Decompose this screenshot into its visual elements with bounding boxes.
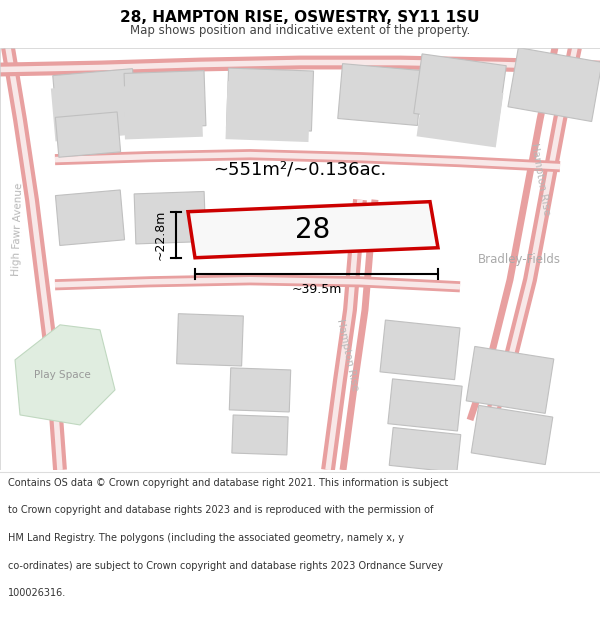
Polygon shape <box>55 112 121 158</box>
Polygon shape <box>226 81 310 142</box>
Polygon shape <box>389 428 461 472</box>
Polygon shape <box>123 84 203 139</box>
Text: ~22.8m: ~22.8m <box>154 209 167 260</box>
Polygon shape <box>388 379 462 431</box>
Text: 28: 28 <box>295 216 331 244</box>
Text: Hampton Rise: Hampton Rise <box>335 318 361 392</box>
Polygon shape <box>508 48 600 121</box>
Text: 100026316.: 100026316. <box>8 588 66 598</box>
Polygon shape <box>124 71 206 129</box>
Polygon shape <box>15 325 115 425</box>
Text: Bradley-Fields: Bradley-Fields <box>478 253 561 266</box>
Text: HM Land Registry. The polygons (including the associated geometry, namely x, y: HM Land Registry. The polygons (includin… <box>8 533 404 543</box>
Polygon shape <box>229 368 291 412</box>
Text: Map shows position and indicative extent of the property.: Map shows position and indicative extent… <box>130 24 470 37</box>
Polygon shape <box>416 82 503 148</box>
Polygon shape <box>226 68 314 131</box>
Polygon shape <box>55 190 125 246</box>
Polygon shape <box>176 314 244 366</box>
Polygon shape <box>414 54 506 125</box>
Polygon shape <box>232 415 288 455</box>
Text: to Crown copyright and database rights 2023 and is reproduced with the permissio: to Crown copyright and database rights 2… <box>8 506 433 516</box>
Text: High Fawr Avenue: High Fawr Avenue <box>11 183 25 276</box>
Polygon shape <box>466 346 554 413</box>
Polygon shape <box>188 202 438 258</box>
Polygon shape <box>380 320 460 379</box>
Polygon shape <box>51 82 133 141</box>
Text: co-ordinates) are subject to Crown copyright and database rights 2023 Ordnance S: co-ordinates) are subject to Crown copyr… <box>8 561 443 571</box>
Text: ~551m²/~0.136ac.: ~551m²/~0.136ac. <box>214 161 386 179</box>
Text: ~39.5m: ~39.5m <box>292 283 341 296</box>
Text: Play Space: Play Space <box>34 370 91 380</box>
Text: Contains OS data © Crown copyright and database right 2021. This information is : Contains OS data © Crown copyright and d… <box>8 478 448 488</box>
Polygon shape <box>471 406 553 464</box>
Polygon shape <box>338 64 422 126</box>
Polygon shape <box>53 69 137 131</box>
Text: 28, HAMPTON RISE, OSWESTRY, SY11 1SU: 28, HAMPTON RISE, OSWESTRY, SY11 1SU <box>120 9 480 24</box>
Polygon shape <box>134 191 206 244</box>
Text: Hampton Rise: Hampton Rise <box>529 142 551 217</box>
